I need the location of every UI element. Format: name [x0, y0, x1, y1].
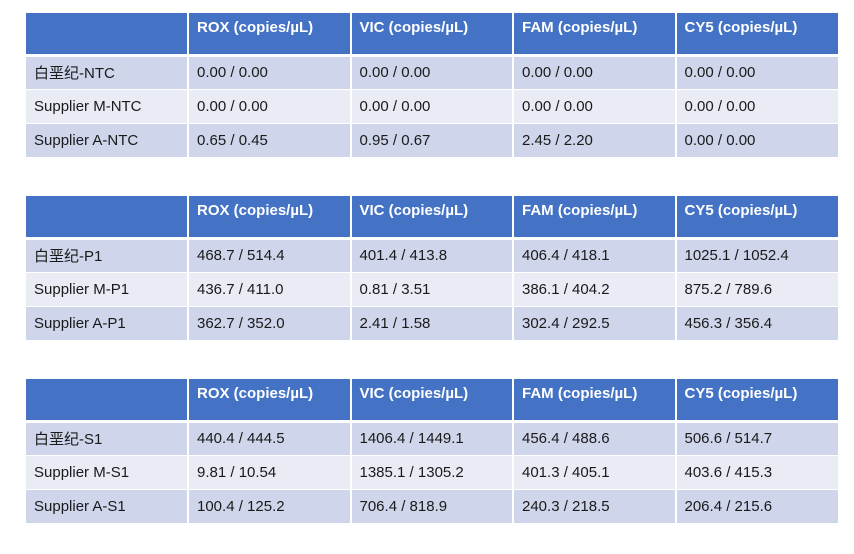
header-vic: VIC (copies/µL) [349, 379, 513, 423]
fam-value: 302.4 / 292.5 [512, 305, 676, 340]
fam-value: 456.4 / 488.6 [512, 420, 676, 455]
vic-value: 401.4 / 413.8 [349, 237, 513, 272]
rox-value: 440.4 / 444.5 [187, 420, 351, 455]
header-rox: ROX (copies/µL) [187, 196, 351, 240]
rox-value: 468.7 / 514.4 [187, 237, 351, 272]
header-row: ROX (copies/µL) VIC (copies/µL) FAM (cop… [26, 379, 838, 423]
header-cy5: CY5 (copies/µL) [674, 13, 838, 57]
sample-name: Supplier M-S1 [26, 454, 188, 489]
cy5-value: 456.3 / 356.4 [674, 305, 838, 340]
fam-value: 406.4 / 418.1 [512, 237, 676, 272]
vic-value: 1385.1 / 1305.2 [349, 454, 513, 489]
header-sample [26, 196, 188, 240]
fam-value: 0.00 / 0.00 [512, 54, 676, 89]
rox-value: 0.65 / 0.45 [187, 122, 351, 157]
rox-value: 9.81 / 10.54 [187, 454, 351, 489]
fam-value: 0.00 / 0.00 [512, 88, 676, 123]
table-row: 白垩纪-P1 468.7 / 514.4 401.4 / 413.8 406.4… [26, 237, 838, 272]
vic-value: 1406.4 / 1449.1 [349, 420, 513, 455]
fam-value: 401.3 / 405.1 [512, 454, 676, 489]
header-sample [26, 13, 188, 57]
vic-value: 0.00 / 0.00 [349, 54, 513, 89]
rox-value: 362.7 / 352.0 [187, 305, 351, 340]
sample-name: Supplier A-P1 [26, 305, 188, 340]
sample-name: Supplier M-NTC [26, 88, 188, 123]
vic-value: 706.4 / 818.9 [349, 488, 513, 523]
header-sample [26, 379, 188, 423]
header-rox: ROX (copies/µL) [187, 13, 351, 57]
cy5-value: 0.00 / 0.00 [674, 88, 838, 123]
rox-value: 436.7 / 411.0 [187, 271, 351, 306]
sample-name: 白垩纪-NTC [26, 54, 188, 89]
sample-name: 白垩纪-P1 [26, 237, 188, 272]
table-row: Supplier A-NTC 0.65 / 0.45 0.95 / 0.67 2… [26, 122, 838, 157]
table-row: Supplier M-NTC 0.00 / 0.00 0.00 / 0.00 0… [26, 88, 838, 123]
sample-name: 白垩纪-S1 [26, 420, 188, 455]
vic-value: 2.41 / 1.58 [349, 305, 513, 340]
sample-name: Supplier A-NTC [26, 122, 188, 157]
header-rox: ROX (copies/µL) [187, 379, 351, 423]
header-fam: FAM (copies/µL) [512, 379, 676, 423]
header-row: ROX (copies/µL) VIC (copies/µL) FAM (cop… [26, 196, 838, 240]
cy5-value: 0.00 / 0.00 [674, 122, 838, 157]
header-vic: VIC (copies/µL) [349, 13, 513, 57]
fam-value: 386.1 / 404.2 [512, 271, 676, 306]
sample-name: Supplier M-P1 [26, 271, 188, 306]
rox-value: 0.00 / 0.00 [187, 88, 351, 123]
vic-value: 0.95 / 0.67 [349, 122, 513, 157]
vic-value: 0.00 / 0.00 [349, 88, 513, 123]
header-fam: FAM (copies/µL) [512, 196, 676, 240]
table-row: Supplier A-S1 100.4 / 125.2 706.4 / 818.… [26, 488, 838, 523]
header-vic: VIC (copies/µL) [349, 196, 513, 240]
header-cy5: CY5 (copies/µL) [674, 196, 838, 240]
table-row: Supplier M-S1 9.81 / 10.54 1385.1 / 1305… [26, 454, 838, 489]
fam-value: 240.3 / 218.5 [512, 488, 676, 523]
ntc-results-table: ROX (copies/µL) VIC (copies/µL) FAM (cop… [26, 13, 838, 157]
fam-value: 2.45 / 2.20 [512, 122, 676, 157]
cy5-value: 0.00 / 0.00 [674, 54, 838, 89]
header-row: ROX (copies/µL) VIC (copies/µL) FAM (cop… [26, 13, 838, 57]
p1-results-table: ROX (copies/µL) VIC (copies/µL) FAM (cop… [26, 196, 838, 340]
s1-results-table: ROX (copies/µL) VIC (copies/µL) FAM (cop… [26, 379, 838, 523]
table-row: 白垩纪-NTC 0.00 / 0.00 0.00 / 0.00 0.00 / 0… [26, 54, 838, 89]
cy5-value: 206.4 / 215.6 [674, 488, 838, 523]
cy5-value: 1025.1 / 1052.4 [674, 237, 838, 272]
header-cy5: CY5 (copies/µL) [674, 379, 838, 423]
cy5-value: 506.6 / 514.7 [674, 420, 838, 455]
rox-value: 100.4 / 125.2 [187, 488, 351, 523]
cy5-value: 875.2 / 789.6 [674, 271, 838, 306]
sample-name: Supplier A-S1 [26, 488, 188, 523]
table-row: Supplier M-P1 436.7 / 411.0 0.81 / 3.51 … [26, 271, 838, 306]
rox-value: 0.00 / 0.00 [187, 54, 351, 89]
vic-value: 0.81 / 3.51 [349, 271, 513, 306]
header-fam: FAM (copies/µL) [512, 13, 676, 57]
cy5-value: 403.6 / 415.3 [674, 454, 838, 489]
table-row: 白垩纪-S1 440.4 / 444.5 1406.4 / 1449.1 456… [26, 420, 838, 455]
table-row: Supplier A-P1 362.7 / 352.0 2.41 / 1.58 … [26, 305, 838, 340]
